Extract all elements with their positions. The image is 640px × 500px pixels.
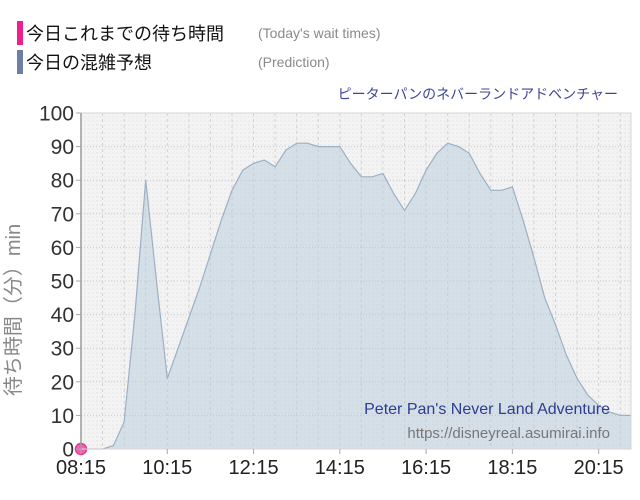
axes-layer [76,112,632,454]
legend-marker-prediction [17,49,23,74]
y-tick-label: 10 [51,405,74,428]
legend: 今日これまでの待ち時間 (Today's wait times) 今日の混雑予想… [17,18,380,76]
x-tick-label: 16:15 [401,457,451,479]
watermark-attraction-name: Peter Pan's Never Land Adventure [364,401,610,418]
y-tick-label: 0 [62,439,74,462]
y-tick-label: 80 [51,170,74,193]
y-tick-label: 50 [51,271,74,294]
prediction-line [81,142,631,450]
legend-item-today: 今日これまでの待ち時間 (Today's wait times) [17,18,380,47]
axis-labels-layer: 0 10 20 30 40 50 60 70 80 90 100 08:15 10:15 12:15 14:… [39,103,624,480]
x-tick-label: 10:15 [142,457,192,479]
legend-marker-today [17,20,23,45]
watermark-url: https://disneyreal.asumirai.info [407,425,610,442]
x-tick-label: 18:15 [487,457,537,479]
y-tick-label: 90 [51,136,74,159]
legend-label-today: 今日これまでの待ち時間 [26,23,224,44]
y-tick-label: 100 [39,103,74,126]
y-tick-label: 30 [51,338,74,361]
x-tick-label: 20:15 [574,457,624,479]
x-tick-label: 12:15 [229,457,279,479]
y-tick-label: 20 [51,371,74,394]
chart-title: ピーターパンのネバーランドアドベンチャー [337,86,618,102]
legend-sublabel-prediction: (Prediction) [258,53,330,70]
legend-sublabel-today: (Today's wait times) [258,24,381,41]
y-axis-title: 待ち時間（分）min [2,224,25,396]
x-tick-label: 08:15 [56,457,106,479]
legend-label-prediction: 今日の混雑予想 [26,52,152,73]
y-tick-label: 40 [51,304,74,327]
prediction-area [81,143,631,449]
y-tick-label: 70 [51,203,74,226]
legend-item-prediction: 今日の混雑予想 (Prediction) [17,47,330,76]
y-tick-label: 60 [51,237,74,260]
x-tick-label: 14:15 [315,457,365,479]
series-layer [74,142,631,456]
